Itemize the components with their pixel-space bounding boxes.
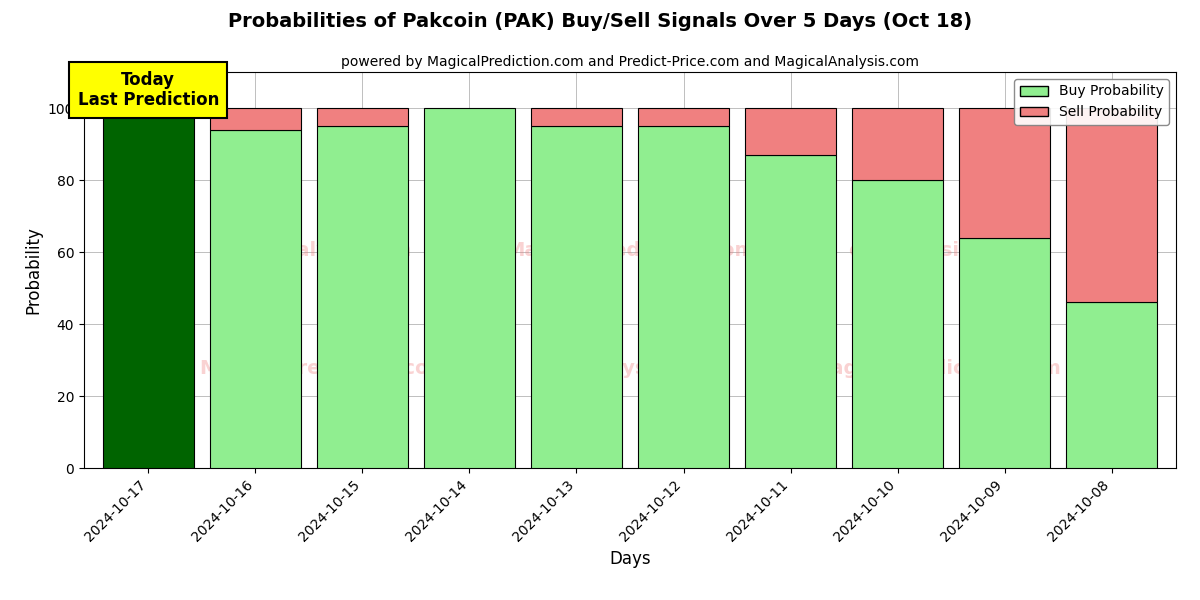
Text: calAnalysis.com: calAnalysis.com — [848, 241, 1024, 260]
Text: MagicalPrediction.com: MagicalPrediction.com — [199, 359, 449, 379]
Legend: Buy Probability, Sell Probability: Buy Probability, Sell Probability — [1014, 79, 1169, 125]
Bar — [745, 155, 836, 468]
Text: calAnalysis.com: calAnalysis.com — [542, 359, 718, 379]
Text: Probabilities of Pakcoin (PAK) Buy/Sell Signals Over 5 Days (Oct 18): Probabilities of Pakcoin (PAK) Buy/Sell … — [228, 12, 972, 31]
Bar — [852, 108, 943, 180]
Bar — [1067, 108, 1157, 302]
Title: powered by MagicalPrediction.com and Predict-Price.com and MagicalAnalysis.com: powered by MagicalPrediction.com and Pre… — [341, 55, 919, 70]
Bar — [1067, 302, 1157, 468]
Bar — [317, 108, 408, 126]
Bar — [530, 126, 622, 468]
Text: Today
Last Prediction: Today Last Prediction — [78, 71, 218, 109]
Bar — [852, 180, 943, 468]
Bar — [638, 126, 730, 468]
Bar — [959, 238, 1050, 468]
Bar — [210, 130, 301, 468]
Bar — [530, 108, 622, 126]
Bar — [959, 108, 1050, 238]
Bar — [638, 108, 730, 126]
Bar — [210, 108, 301, 130]
Text: MagicalPrediction.com: MagicalPrediction.com — [505, 241, 755, 260]
Y-axis label: Probability: Probability — [24, 226, 42, 314]
Text: MagicalPrediction.com: MagicalPrediction.com — [811, 359, 1061, 379]
Bar — [424, 108, 515, 468]
Bar — [103, 108, 193, 468]
X-axis label: Days: Days — [610, 550, 650, 568]
Text: calAnalysis.com: calAnalysis.com — [236, 241, 412, 260]
Bar — [745, 108, 836, 155]
Bar — [317, 126, 408, 468]
